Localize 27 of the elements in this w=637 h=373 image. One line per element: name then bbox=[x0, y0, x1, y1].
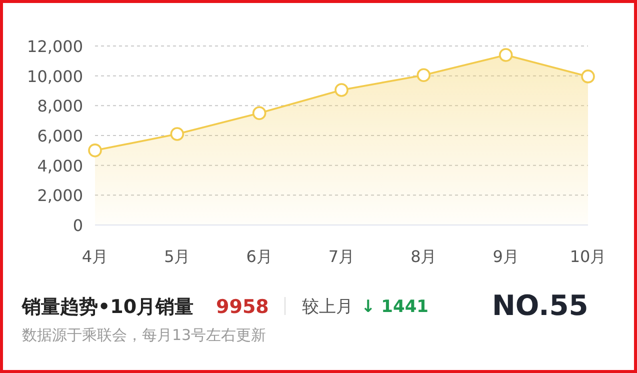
point bbox=[334, 83, 348, 97]
y-tick-label: 12,000 bbox=[27, 37, 83, 56]
x-tick-label: 5月 bbox=[164, 247, 190, 266]
point bbox=[498, 48, 513, 62]
x-tick-label: 6月 bbox=[246, 247, 272, 266]
y-tick-label: 6,000 bbox=[37, 126, 83, 146]
y-tick-label: 8,000 bbox=[37, 96, 83, 116]
x-tick-label: 9月 bbox=[492, 247, 519, 266]
x-tick-label: 4月 bbox=[82, 247, 108, 266]
point bbox=[170, 127, 184, 141]
point bbox=[581, 70, 595, 84]
text: 销量趋势•10月销量 bbox=[21, 296, 194, 318]
y-tick-label: 2,000 bbox=[37, 186, 83, 206]
point bbox=[416, 68, 431, 82]
text: 数据源于乘联会，每月13号左右更新 bbox=[22, 326, 266, 344]
text: 9958 bbox=[216, 296, 269, 318]
text: 较上月 bbox=[302, 297, 353, 317]
text: NO.55 bbox=[492, 289, 588, 322]
x-tick-label: 8月 bbox=[410, 247, 437, 266]
point bbox=[252, 106, 266, 120]
x-tick-label: 10月 bbox=[570, 247, 606, 266]
x-tick-label: 7月 bbox=[328, 247, 355, 266]
y-tick-label: 10,000 bbox=[27, 66, 83, 86]
point bbox=[88, 144, 102, 158]
text: ↓ 1441 bbox=[361, 297, 428, 317]
y-tick-label: 4,000 bbox=[37, 156, 83, 176]
y-tick-label: 0 bbox=[72, 216, 83, 235]
